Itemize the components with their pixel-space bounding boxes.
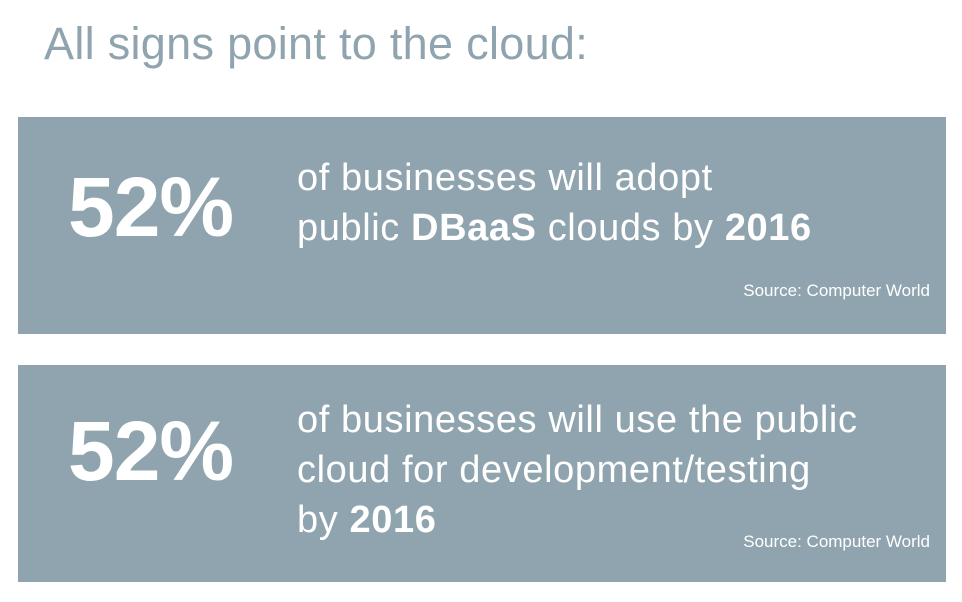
highlight-dbaas: DBaaS [411,207,537,249]
stat-description: of businesses will use the public cloud … [297,395,858,545]
stat-description: of businesses will adopt public DBaaS cl… [297,153,812,253]
stat-card-dbaas: 52% of businesses will adopt public DBaa… [18,117,946,334]
page-title: All signs point to the cloud: [44,18,589,69]
highlight-year: 2016 [724,207,812,249]
description-line-2: cloud for development/testing [297,449,811,491]
description-text: by [297,499,350,541]
description-text: public [297,207,412,249]
source-citation: Source: Computer World [743,532,930,551]
description-line-1: of businesses will adopt [297,157,713,199]
description-text: clouds by [536,207,725,249]
highlight-year: 2016 [349,499,437,541]
description-line-2: public DBaaS clouds by 2016 [297,203,812,253]
description-line-1: of businesses will use the public [297,399,858,441]
description-line-3: by 2016 [297,495,858,545]
source-citation: Source: Computer World [743,281,930,300]
stat-percentage: 52% [68,160,234,254]
stat-card-dev-testing: 52% of businesses will use the public cl… [18,365,946,582]
stat-percentage: 52% [68,404,234,498]
